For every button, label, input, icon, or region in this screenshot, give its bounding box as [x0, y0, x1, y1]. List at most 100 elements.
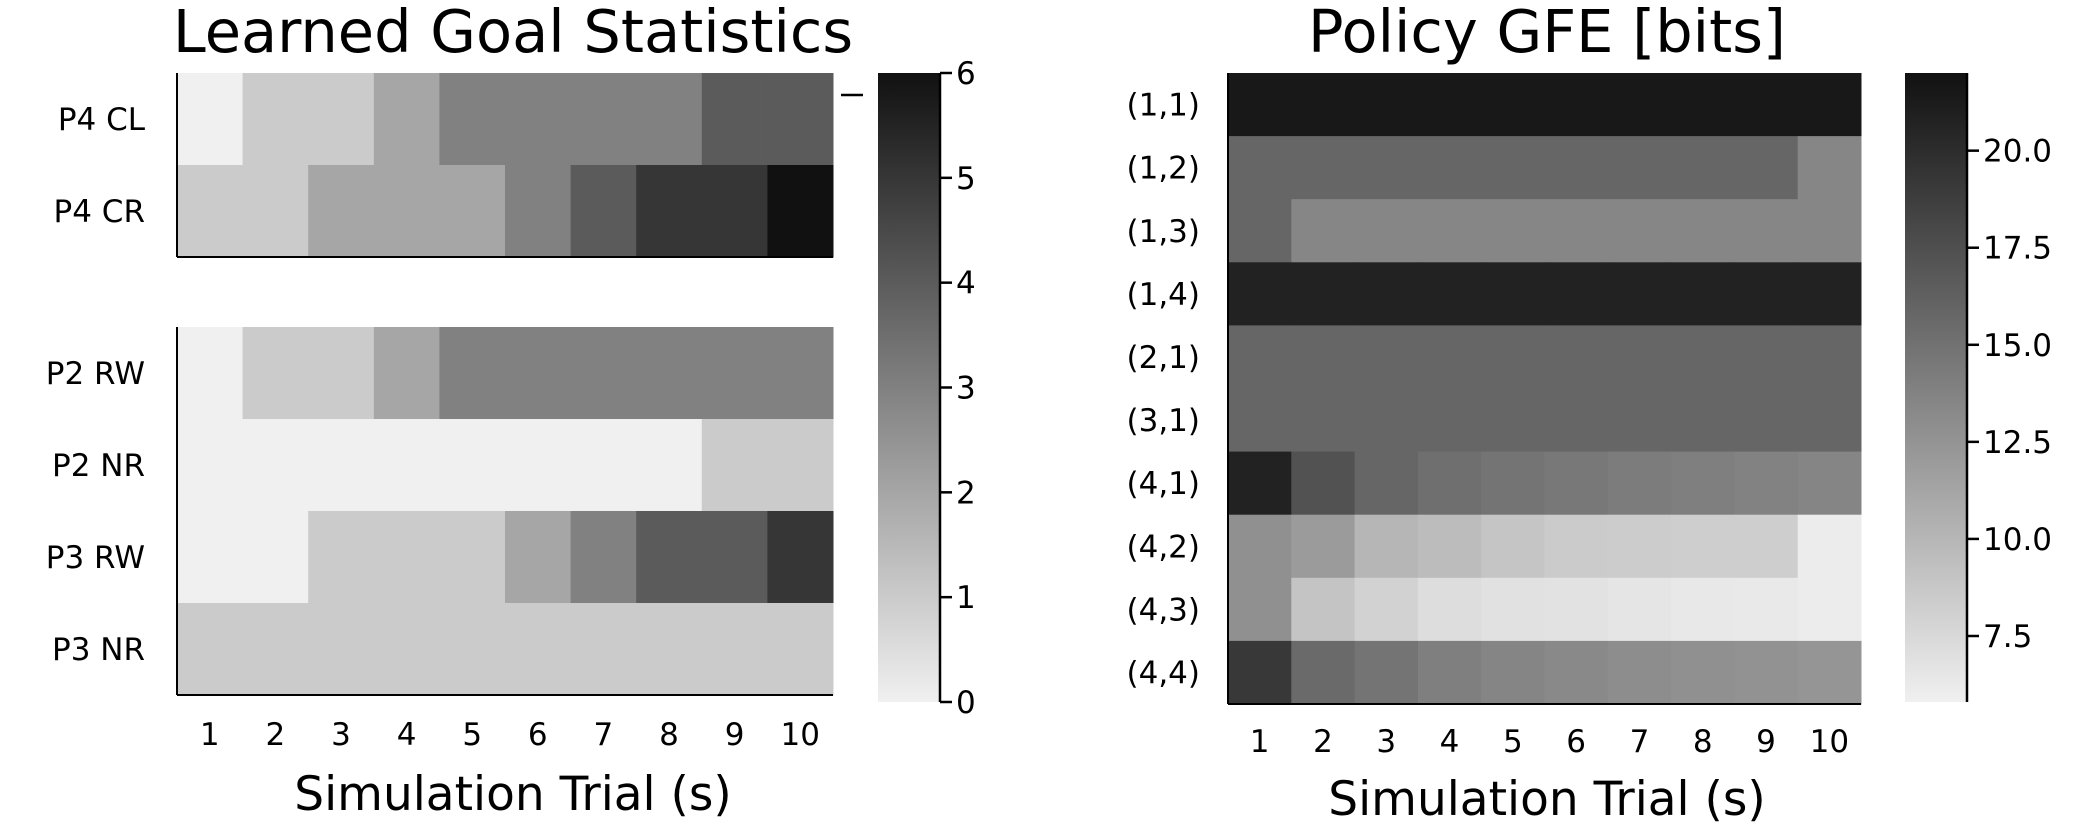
left-cell	[373, 419, 440, 512]
right-cell	[1291, 577, 1356, 642]
right-cell	[1671, 73, 1735, 137]
left-cell	[505, 511, 572, 604]
right-cell	[1544, 514, 1609, 579]
right-cell	[1607, 199, 1672, 263]
right-cell	[1481, 199, 1545, 263]
right-cell	[1291, 73, 1356, 137]
right-cell	[1291, 199, 1356, 263]
right-cell	[1797, 199, 1862, 263]
right-cell	[1354, 262, 1419, 326]
left-cell	[439, 511, 506, 604]
right-colorbar-tick-label: 17.5	[1983, 231, 2052, 267]
right-cell	[1544, 640, 1609, 705]
right-colorbar-tick-label: 10.0	[1983, 522, 2052, 558]
right-cell	[1228, 514, 1292, 579]
left-cell	[308, 327, 375, 420]
right-y-tick-label: (2,1)	[1127, 340, 1201, 376]
left-heatmap-cells	[177, 73, 834, 696]
left-x-tick-label: 3	[331, 717, 351, 753]
left-colorbar-tick-label: 2	[956, 475, 976, 511]
left-colorbar-tick-label: 5	[956, 161, 976, 197]
right-heatmap-cells	[1228, 73, 1862, 705]
left-cell	[701, 511, 768, 604]
right-cell	[1671, 136, 1735, 200]
right-cell	[1417, 262, 1482, 326]
right-cell	[1291, 136, 1356, 200]
left-cell	[505, 603, 572, 696]
right-cell	[1797, 451, 1862, 516]
right-x-tick-labels: 1 2 3 4 5 6 7 8 9 10	[1250, 724, 1849, 760]
right-colorbar-tick-label: 15.0	[1983, 328, 2052, 364]
right-cell	[1544, 325, 1609, 389]
left-cell	[636, 511, 703, 604]
right-cell	[1544, 73, 1609, 137]
left-y-tick-label: P4 CL	[58, 102, 146, 138]
right-cell	[1734, 325, 1799, 389]
right-cell	[1481, 640, 1545, 705]
right-cell	[1671, 388, 1735, 453]
left-cell	[701, 73, 768, 166]
left-cell	[636, 327, 703, 420]
left-cell	[767, 419, 834, 512]
right-cell	[1734, 640, 1799, 705]
left-cell	[767, 603, 834, 696]
right-cell	[1228, 577, 1292, 642]
left-cell	[242, 419, 309, 512]
right-cell	[1354, 388, 1419, 453]
left-cell	[373, 603, 440, 696]
right-cell	[1797, 325, 1862, 389]
right-cell	[1544, 199, 1609, 263]
left-x-tick-labels: 1 2 3 4 5 6 7 8 9 10	[200, 717, 820, 753]
left-axes-frame	[176, 73, 833, 696]
right-cell	[1481, 73, 1545, 137]
left-cell	[242, 603, 309, 696]
right-y-tick-label: (4,4)	[1127, 655, 1201, 691]
left-cell	[701, 603, 768, 696]
left-cell	[570, 327, 637, 420]
right-cell	[1544, 451, 1609, 516]
right-x-tick-label: 8	[1693, 724, 1713, 760]
left-x-tick-label: 6	[528, 717, 548, 753]
left-cell	[242, 511, 309, 604]
right-y-tick-label: (3,1)	[1127, 403, 1201, 439]
right-cell	[1734, 388, 1799, 453]
left-cell	[570, 603, 637, 696]
right-cell	[1671, 577, 1735, 642]
right-cell	[1734, 577, 1799, 642]
right-cell	[1544, 136, 1609, 200]
right-y-tick-label: (1,1)	[1127, 88, 1201, 124]
right-colorbar-tick-label: 7.5	[1983, 619, 2032, 655]
left-cell	[439, 165, 506, 258]
left-x-tick-label: 5	[462, 717, 482, 753]
left-x-tick-label: 7	[594, 717, 614, 753]
right-y-tick-label: (1,3)	[1127, 214, 1201, 250]
right-cell	[1607, 136, 1672, 200]
left-x-tick-label: 2	[266, 717, 286, 753]
left-cell	[636, 603, 703, 696]
left-cell	[177, 419, 244, 512]
left-cell	[570, 165, 637, 258]
right-cell	[1481, 262, 1545, 326]
left-colorbar-tick-label: 0	[956, 685, 976, 721]
right-x-axis-label: Simulation Trial (s)	[1328, 772, 1765, 827]
left-x-axis-label: Simulation Trial (s)	[294, 767, 731, 822]
right-cell	[1481, 577, 1545, 642]
left-cell	[505, 165, 572, 258]
right-cell	[1417, 136, 1482, 200]
right-cell	[1797, 640, 1862, 705]
left-cell	[570, 511, 637, 604]
left-colorbar-tick-label: 4	[956, 266, 976, 302]
left-x-tick-label: 10	[780, 717, 819, 753]
left-cell	[242, 327, 309, 420]
left-x-tick-label: 9	[725, 717, 745, 753]
left-cell	[308, 165, 375, 258]
right-y-tick-label: (4,3)	[1127, 592, 1201, 628]
left-y-tick-label: P3 NR	[52, 632, 145, 668]
left-cell	[701, 165, 768, 258]
left-cell	[439, 603, 506, 696]
right-x-tick-label: 6	[1566, 724, 1586, 760]
right-cell	[1291, 640, 1356, 705]
left-cell	[177, 511, 244, 604]
left-cell	[439, 327, 506, 420]
